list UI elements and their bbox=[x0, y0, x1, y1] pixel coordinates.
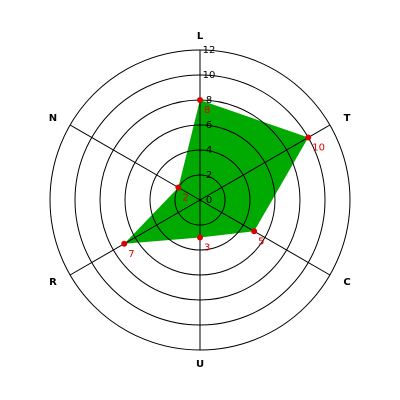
axis-label: N bbox=[49, 113, 57, 124]
data-point bbox=[197, 97, 203, 103]
r-tick-label: 2 bbox=[206, 170, 212, 181]
r-tick-label: 6 bbox=[206, 120, 212, 131]
r-tick-label: 4 bbox=[206, 145, 212, 156]
r-tick-label: 10 bbox=[203, 70, 216, 81]
value-label: 3 bbox=[204, 243, 210, 254]
axis-label: C bbox=[343, 277, 350, 288]
r-tick-label: 0 bbox=[206, 195, 212, 206]
data-point bbox=[305, 134, 312, 141]
r-tick-label: 8 bbox=[206, 95, 212, 106]
value-label: 2 bbox=[182, 193, 188, 204]
data-point bbox=[197, 234, 203, 241]
value-label: 8 bbox=[204, 105, 210, 116]
axis-label: R bbox=[49, 277, 57, 288]
value-label: 7 bbox=[128, 249, 134, 260]
radar-area bbox=[124, 100, 309, 244]
axis-label: L bbox=[197, 31, 204, 42]
value-label: 5 bbox=[258, 236, 264, 247]
axis-label: U bbox=[196, 359, 204, 370]
axis-label: T bbox=[344, 113, 351, 124]
data-point bbox=[121, 240, 128, 247]
axis-line bbox=[69, 199, 201, 276]
data-point bbox=[251, 228, 258, 235]
data-point bbox=[175, 184, 182, 191]
axis-line bbox=[199, 199, 331, 276]
value-label: 10 bbox=[312, 143, 325, 154]
r-tick-label: 12 bbox=[203, 45, 216, 56]
